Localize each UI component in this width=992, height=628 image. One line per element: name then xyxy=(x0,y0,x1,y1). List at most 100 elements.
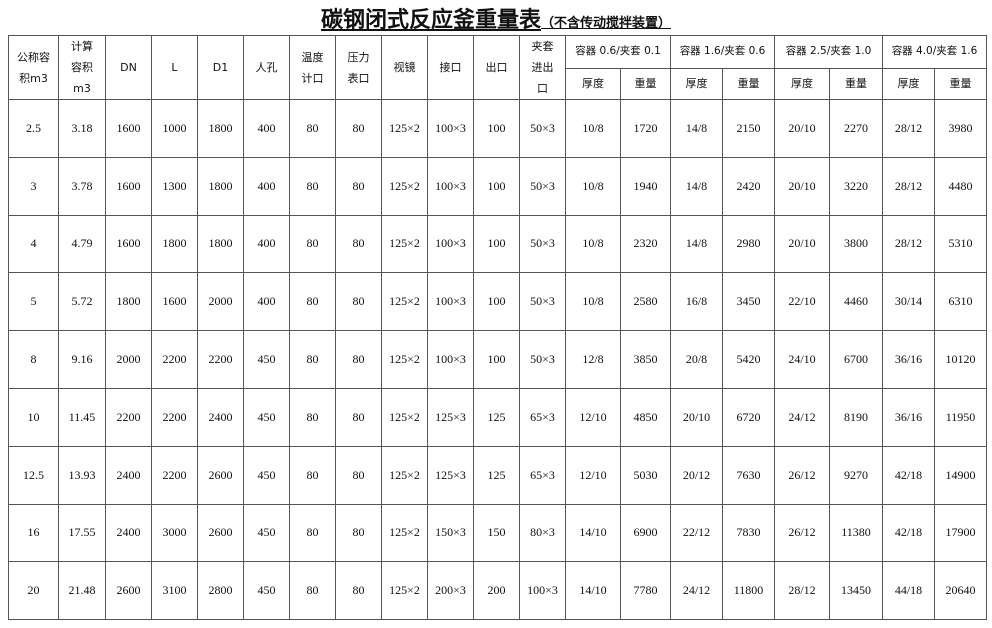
table-cell: 125×2 xyxy=(381,561,428,621)
table-cell: 80 xyxy=(335,214,382,274)
table-cell: 2400 xyxy=(105,503,152,563)
table-cell: 80 xyxy=(289,156,336,216)
table-row: 20 21.48 2600 3100 2800 450 80 80 125×2 200×3 200 1… xyxy=(8,561,987,621)
table-cell: 44/18 xyxy=(882,561,935,621)
table-cell: 14/10 xyxy=(565,503,621,563)
sub-header: 厚度 xyxy=(565,67,621,100)
table-cell: 2600 xyxy=(105,561,152,621)
table-cell: 10 xyxy=(8,387,59,447)
table-cell: 80 xyxy=(335,99,382,158)
group-header: 容器 0.6/夹套 0.1 xyxy=(565,35,671,69)
table-cell: 125×2 xyxy=(381,330,428,389)
table-cell: 100×3 xyxy=(427,156,474,216)
table-cell: 8190 xyxy=(829,387,883,447)
table-row: 3 3.78 1600 1300 1800 400 80 80 125×2 100×3 100 50×… xyxy=(8,156,987,216)
column-header: 计算容积m3 xyxy=(58,35,106,100)
table-cell: 11950 xyxy=(934,387,987,447)
table-cell: 13.93 xyxy=(58,445,106,505)
table-cell: 12/10 xyxy=(565,445,621,505)
table-cell: 28/12 xyxy=(882,99,935,158)
table-cell: 21.48 xyxy=(58,561,106,621)
table-cell: 10/8 xyxy=(565,272,621,332)
table-cell: 20640 xyxy=(934,561,987,621)
document-title: 碳钢闭式反应釜重量表（不含传动搅拌装置） xyxy=(0,2,992,34)
column-header: 温度计口 xyxy=(289,35,336,100)
title-main: 碳钢闭式反应釜重量表 xyxy=(320,8,541,33)
table-cell: 14/8 xyxy=(670,214,723,274)
table-cell: 5 xyxy=(8,272,59,332)
table-cell: 26/12 xyxy=(774,503,830,563)
table-cell: 125×2 xyxy=(381,214,428,274)
table-cell: 2200 xyxy=(151,330,198,389)
table-cell: 125×2 xyxy=(381,272,428,332)
table-cell: 2200 xyxy=(151,387,198,447)
table-row: 5 5.72 1800 1600 2000 400 80 80 125×2 100×3 100 50×… xyxy=(8,272,987,332)
sub-header: 重量 xyxy=(722,67,775,100)
table-cell: 100×3 xyxy=(427,214,474,274)
column-header: 视镜 xyxy=(381,35,428,100)
table-cell: 80 xyxy=(335,272,382,332)
table-row: 2.5 3.18 1600 1000 1800 400 80 80 125×2 100×3 100 5… xyxy=(8,99,987,158)
table-cell: 100 xyxy=(473,99,520,158)
table-cell: 20/10 xyxy=(774,156,830,216)
table-cell: 12/10 xyxy=(565,387,621,447)
table-cell: 80 xyxy=(289,214,336,274)
table-cell: 4.79 xyxy=(58,214,106,274)
table-cell: 16/8 xyxy=(670,272,723,332)
table-cell: 42/18 xyxy=(882,445,935,505)
column-header: 夹套进出口 xyxy=(519,35,566,100)
table-cell: 4460 xyxy=(829,272,883,332)
table-cell: 14900 xyxy=(934,445,987,505)
sub-header: 重量 xyxy=(934,67,987,100)
table-cell: 125×2 xyxy=(381,156,428,216)
table-cell: 4850 xyxy=(620,387,671,447)
column-header: DN xyxy=(105,35,152,100)
table-cell: 2420 xyxy=(722,156,775,216)
table-cell: 450 xyxy=(243,503,290,563)
table-cell: 2580 xyxy=(620,272,671,332)
table-cell: 11.45 xyxy=(58,387,106,447)
table-cell: 10120 xyxy=(934,330,987,389)
table-cell: 80 xyxy=(335,330,382,389)
table-cell: 65×3 xyxy=(519,387,566,447)
table-cell: 7780 xyxy=(620,561,671,621)
table-cell: 80 xyxy=(289,503,336,563)
table-cell: 6700 xyxy=(829,330,883,389)
weight-table: 公称容积m3 计算容积m3 DN L D1 人孔 温度计口 压力表口 视镜 接口 出口 夹套进出口 容器… xyxy=(8,35,987,621)
table-cell: 80 xyxy=(335,156,382,216)
table-cell: 1800 xyxy=(151,214,198,274)
table-cell: 125×2 xyxy=(381,445,428,505)
table-cell: 50×3 xyxy=(519,99,566,158)
table-cell: 125×2 xyxy=(381,387,428,447)
table-cell: 80 xyxy=(289,272,336,332)
sub-header: 重量 xyxy=(620,67,671,100)
table-cell: 20/10 xyxy=(774,99,830,158)
table-cell: 1300 xyxy=(151,156,198,216)
table-cell: 1800 xyxy=(197,156,244,216)
table-cell: 80 xyxy=(335,561,382,621)
table-cell: 2150 xyxy=(722,99,775,158)
table-cell: 125×2 xyxy=(381,503,428,563)
table-cell: 50×3 xyxy=(519,330,566,389)
table-cell: 3.18 xyxy=(58,99,106,158)
table-cell: 3980 xyxy=(934,99,987,158)
column-header: 压力表口 xyxy=(335,35,382,100)
table-cell: 3100 xyxy=(151,561,198,621)
table-cell: 5310 xyxy=(934,214,987,274)
table-cell: 3 xyxy=(8,156,59,216)
column-header: 接口 xyxy=(427,35,474,100)
table-cell: 17.55 xyxy=(58,503,106,563)
table-cell: 2.5 xyxy=(8,99,59,158)
table-cell: 4 xyxy=(8,214,59,274)
table-cell: 1800 xyxy=(197,99,244,158)
table-cell: 400 xyxy=(243,99,290,158)
table-cell: 2600 xyxy=(197,445,244,505)
column-header: 人孔 xyxy=(243,35,290,100)
table-cell: 36/16 xyxy=(882,387,935,447)
table-row: 12.5 13.93 2400 2200 2600 450 80 80 125×2 125×3 12… xyxy=(8,445,987,505)
table-cell: 1000 xyxy=(151,99,198,158)
table-cell: 14/8 xyxy=(670,99,723,158)
table-cell: 10/8 xyxy=(565,156,621,216)
table-cell: 2200 xyxy=(151,445,198,505)
table-cell: 450 xyxy=(243,445,290,505)
